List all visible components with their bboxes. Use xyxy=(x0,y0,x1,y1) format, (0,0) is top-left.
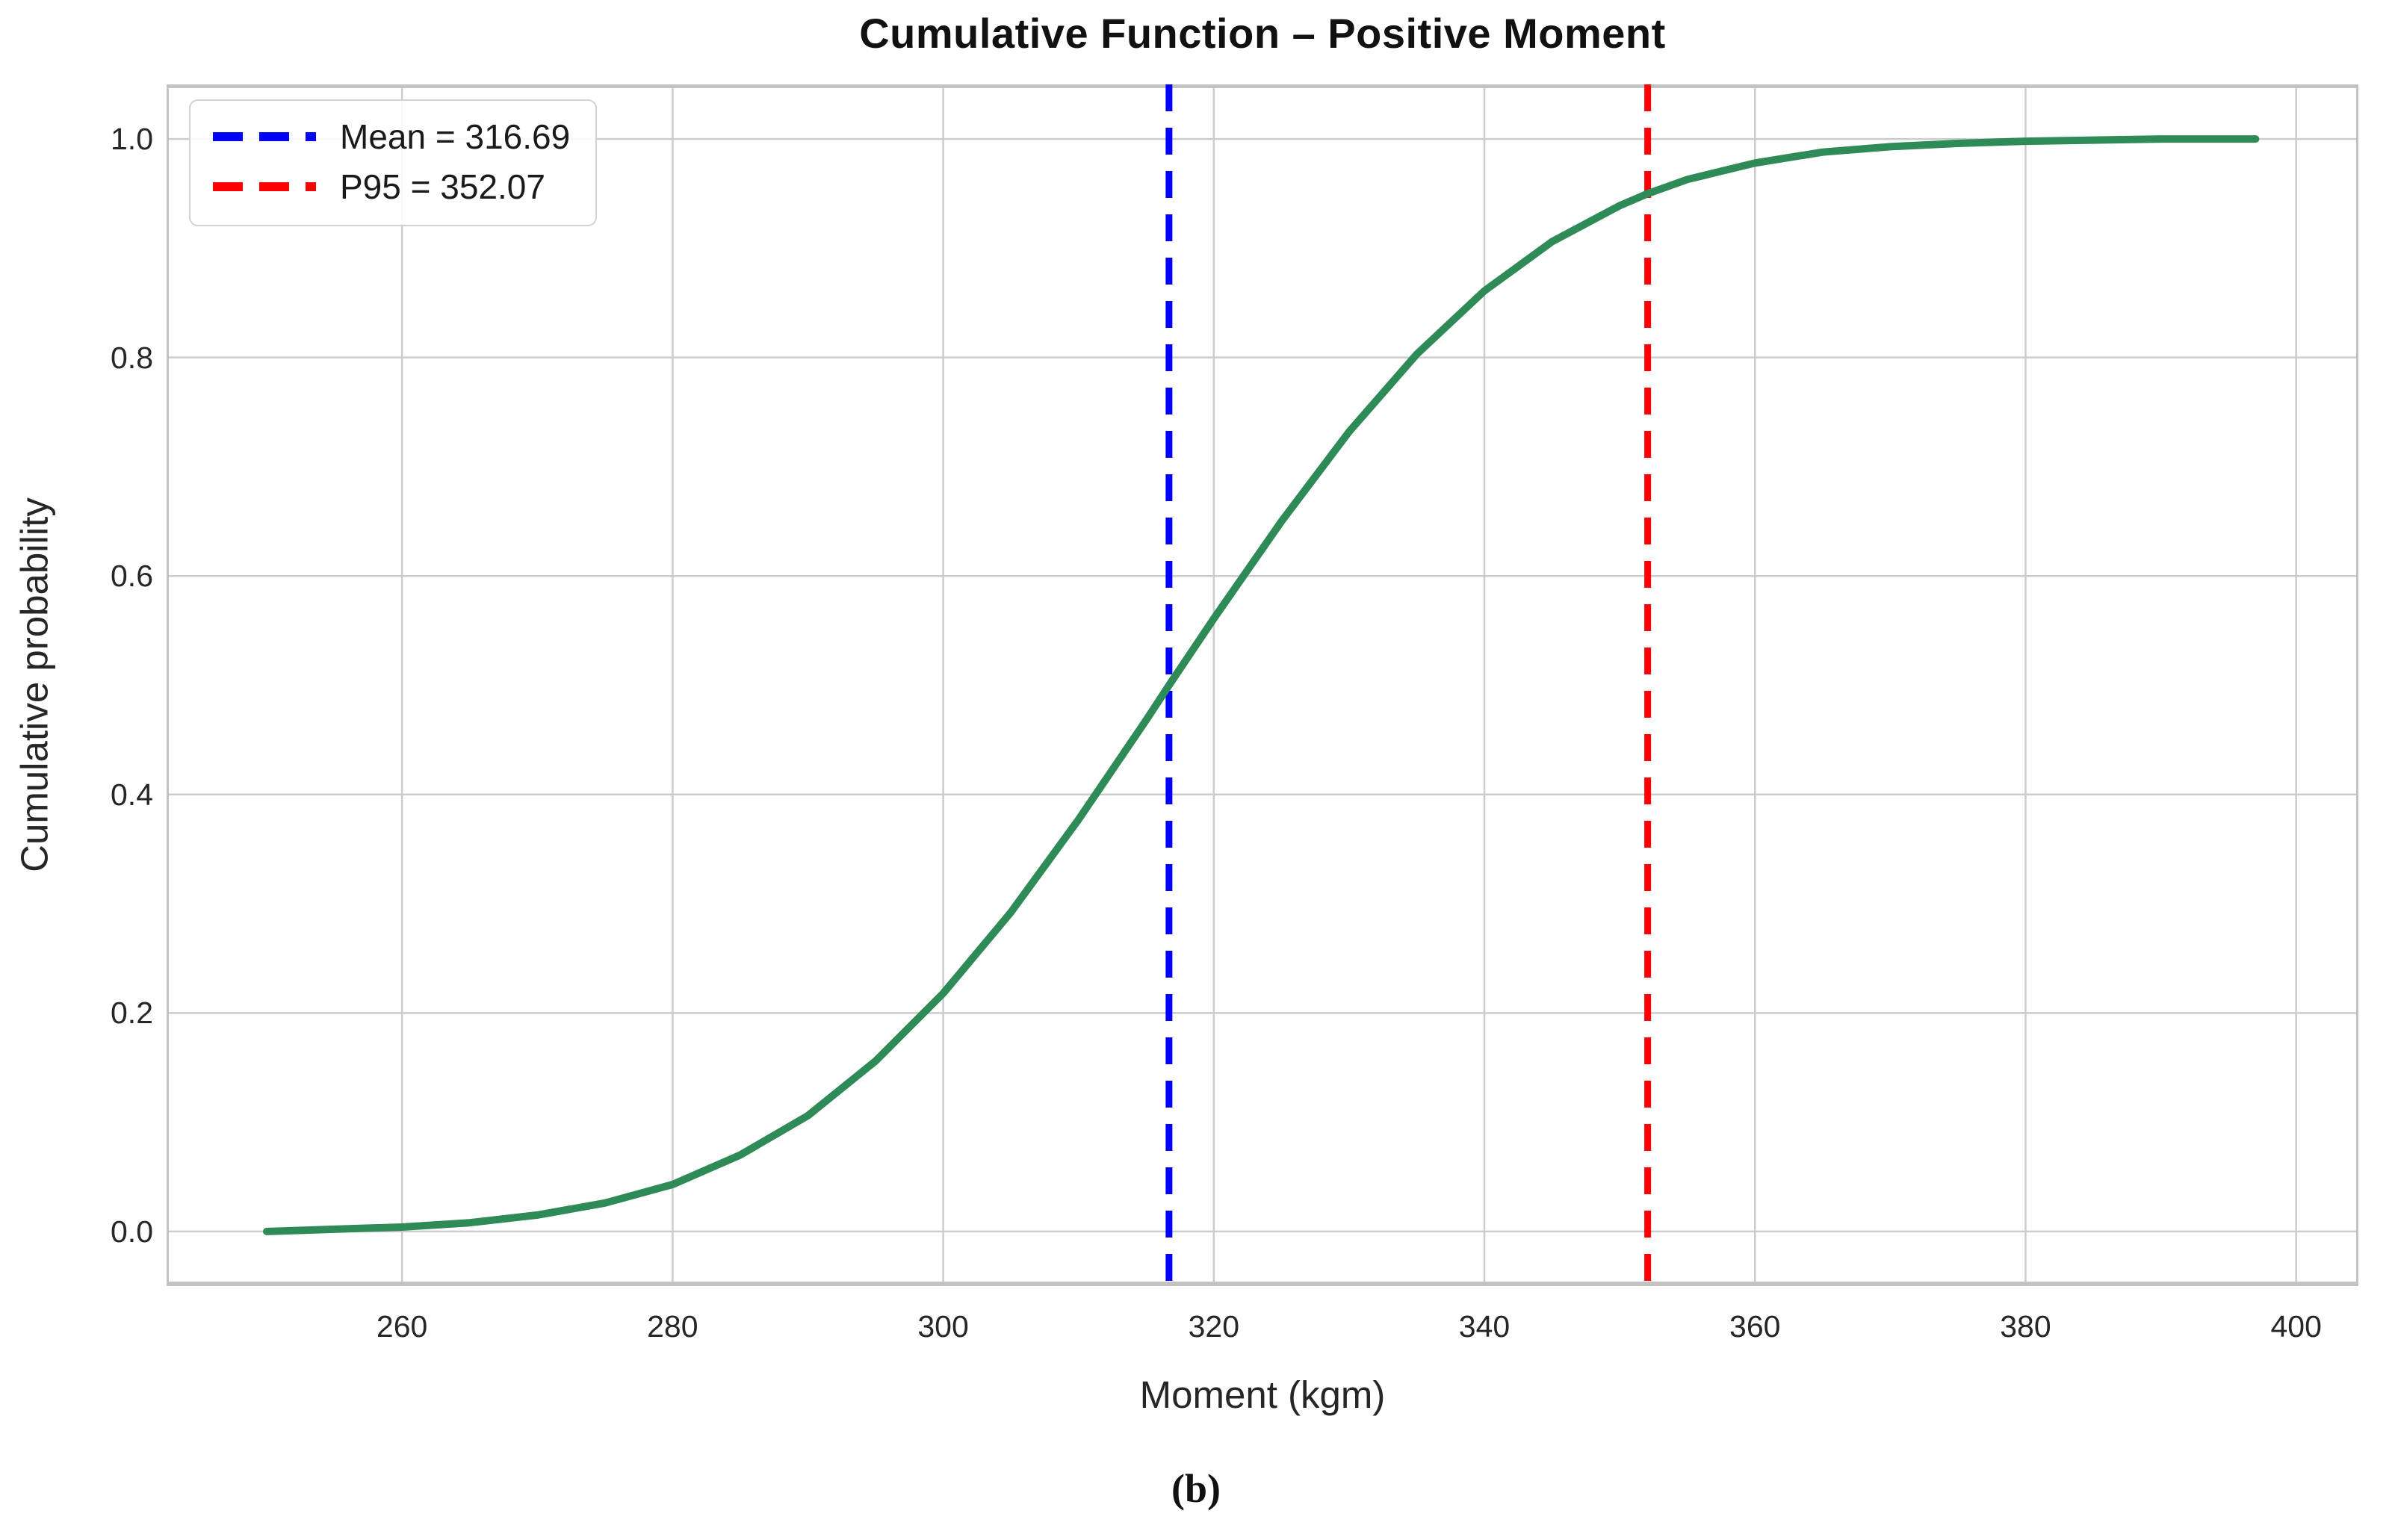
plot-canvas xyxy=(167,84,2358,1286)
x-tick-label: 360 xyxy=(1729,1309,1781,1344)
x-axis-label: Moment (kgm) xyxy=(1139,1373,1386,1416)
x-tick-label: 320 xyxy=(1188,1309,1240,1344)
y-tick-label: 0.2 xyxy=(111,996,153,1031)
legend-item-p95: P95 = 352.07 xyxy=(213,167,570,207)
chart-title: Cumulative Function – Positive Moment xyxy=(859,10,1666,57)
x-tick-label: 280 xyxy=(647,1309,698,1344)
p95-dashed-line-icon xyxy=(213,182,316,192)
x-tick-label: 400 xyxy=(2270,1309,2322,1344)
y-axis-label: Cumulative probability xyxy=(13,497,56,872)
gridlines xyxy=(167,84,2358,1286)
x-tick-label: 340 xyxy=(1458,1309,1511,1344)
y-tick-label: 0.4 xyxy=(111,777,153,812)
y-tick-label: 0.8 xyxy=(111,340,153,375)
legend: Mean = 316.69 P95 = 352.07 xyxy=(189,99,598,226)
empirical-cdf-curve xyxy=(263,135,2260,1235)
legend-label-mean: Mean = 316.69 xyxy=(340,117,571,156)
plot-area: Mean = 316.69 P95 = 352.07 xyxy=(167,84,2358,1286)
x-tick-label: 260 xyxy=(376,1309,428,1344)
y-tick-label: 1.0 xyxy=(111,122,153,157)
y-tick-label: 0.0 xyxy=(111,1214,153,1249)
legend-item-mean: Mean = 316.69 xyxy=(213,117,570,157)
y-tick-label: 0.6 xyxy=(111,559,153,594)
subfigure-caption: (b) xyxy=(1171,1466,1221,1511)
mean-dashed-line-icon xyxy=(213,132,316,142)
x-tick-label: 380 xyxy=(2000,1309,2051,1344)
axes-frame xyxy=(167,84,2358,1286)
legend-label-p95: P95 = 352.07 xyxy=(340,167,545,206)
x-tick-label: 300 xyxy=(917,1309,969,1344)
